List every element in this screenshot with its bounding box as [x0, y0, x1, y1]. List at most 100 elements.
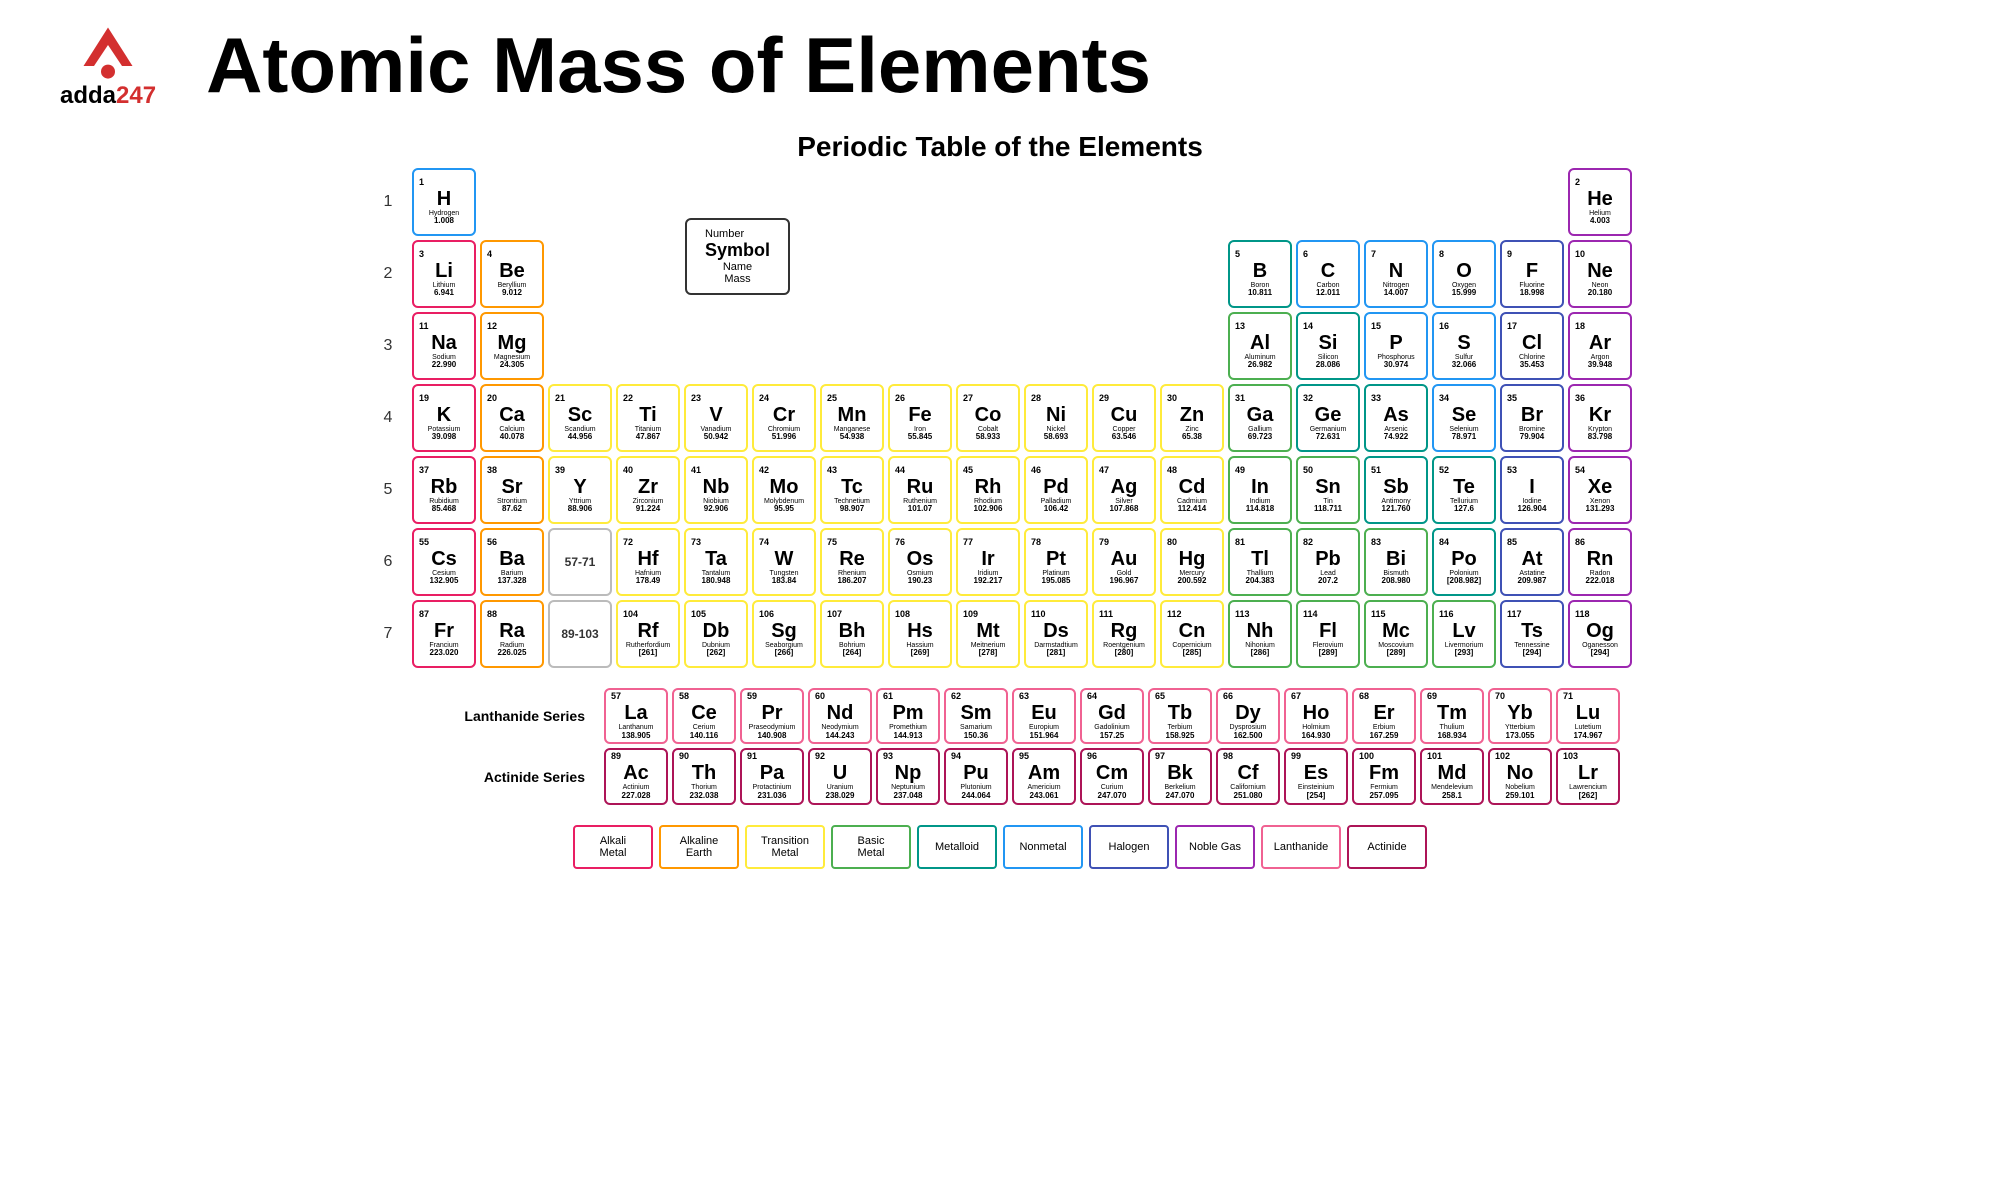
element-Th: 90ThThorium232.038 [672, 748, 736, 804]
element-Eu: 63EuEuropium151.964 [1012, 688, 1076, 744]
element-La: 57LaLanthanum138.905 [604, 688, 668, 744]
element-Fl: 114FlFlerovium[289] [1296, 600, 1360, 668]
element-Se: 34SeSelenium78.971 [1432, 384, 1496, 452]
legend-alkaline: Alkaline Earth [659, 825, 739, 869]
element-Lu: 71LuLutetium174.967 [1556, 688, 1620, 744]
element-Pb: 82PbLead207.2 [1296, 528, 1360, 596]
period-label-6: 6 [368, 528, 408, 596]
legend-transition: Transition Metal [745, 825, 825, 869]
element-Mn: 25MnManganese54.938 [820, 384, 884, 452]
element-Bk: 97BkBerkelium247.070 [1148, 748, 1212, 804]
element-O: 8OOxygen15.999 [1432, 240, 1496, 308]
element-Zn: 30ZnZinc65.38 [1160, 384, 1224, 452]
actinide-label: Actinide Series [380, 769, 600, 785]
element-Cf: 98CfCalifornium251.080 [1216, 748, 1280, 804]
element-No: 102NoNobelium259.101 [1488, 748, 1552, 804]
legend-metalloid: Metalloid [917, 825, 997, 869]
element-Li: 3LiLithium6.941 [412, 240, 476, 308]
legend-nonmetal: Nonmetal [1003, 825, 1083, 869]
element-B: 5BBoron10.811 [1228, 240, 1292, 308]
element-Sb: 51SbAntimony121.760 [1364, 456, 1428, 524]
element-Ca: 20CaCalcium40.078 [480, 384, 544, 452]
period-label-1: 1 [368, 168, 408, 236]
element-Ce: 58CeCerium140.116 [672, 688, 736, 744]
element-Sc: 21ScScandium44.956 [548, 384, 612, 452]
element-K: 19KPotassium39.098 [412, 384, 476, 452]
element-Fe: 26FeIron55.845 [888, 384, 952, 452]
element-Ga: 31GaGallium69.723 [1228, 384, 1292, 452]
element-Mt: 109MtMeitnerium[278] [956, 600, 1020, 668]
element-Ir: 77IrIridium192.217 [956, 528, 1020, 596]
element-Tb: 65TbTerbium158.925 [1148, 688, 1212, 744]
element-Hs: 108HsHassium[269] [888, 600, 952, 668]
periodic-table: Periodic Table of the Elements Number Sy… [0, 131, 2000, 869]
element-Y: 39YYttrium88.906 [548, 456, 612, 524]
category-legend: Alkali MetalAlkaline EarthTransition Met… [130, 825, 1870, 869]
element-Ac: 89AcActinium227.028 [604, 748, 668, 804]
element-Sg: 106SgSeaborgium[266] [752, 600, 816, 668]
element-In: 49InIndium114.818 [1228, 456, 1292, 524]
element-Ge: 32GeGermanium72.631 [1296, 384, 1360, 452]
element-At: 85AtAstatine209.987 [1500, 528, 1564, 596]
element-Rn: 86RnRadon222.018 [1568, 528, 1632, 596]
element-Re: 75ReRhenium186.207 [820, 528, 884, 596]
element-Es: 99EsEinsteinium[254] [1284, 748, 1348, 804]
element-Co: 27CoCobalt58.933 [956, 384, 1020, 452]
element-Nb: 41NbNiobium92.906 [684, 456, 748, 524]
element-Xe: 54XeXenon131.293 [1568, 456, 1632, 524]
element-grid: Number Symbol Name Mass 11HHydrogen1.008… [130, 168, 1870, 668]
legend-halogen: Halogen [1089, 825, 1169, 869]
legend-lanthanide: Lanthanide [1261, 825, 1341, 869]
logo-icon [73, 22, 143, 82]
logo: adda247 [60, 22, 156, 110]
element-Pt: 78PtPlatinum195.085 [1024, 528, 1088, 596]
element-Te: 52TeTellurium127.6 [1432, 456, 1496, 524]
element-Bh: 107BhBohrium[264] [820, 600, 884, 668]
legend-noble: Noble Gas [1175, 825, 1255, 869]
element-Tc: 43TcTechnetium98.907 [820, 456, 884, 524]
element-H: 1HHydrogen1.008 [412, 168, 476, 236]
element-Ar: 18ArArgon39.948 [1568, 312, 1632, 380]
lanthanide-placeholder: 57-71 [548, 528, 612, 596]
element-I: 53IIodine126.904 [1500, 456, 1564, 524]
element-Pd: 46PdPalladium106.42 [1024, 456, 1088, 524]
element-Zr: 40ZrZirconium91.224 [616, 456, 680, 524]
element-Mo: 42MoMolybdenum95.95 [752, 456, 816, 524]
legend-alkali: Alkali Metal [573, 825, 653, 869]
element-S: 16SSulfur32.066 [1432, 312, 1496, 380]
header: adda247 Atomic Mass of Elements [0, 0, 2000, 121]
element-Sn: 50SnTin118.711 [1296, 456, 1360, 524]
element-Ta: 73TaTantalum180.948 [684, 528, 748, 596]
element-Ra: 88RaRadium226.025 [480, 600, 544, 668]
period-label-7: 7 [368, 600, 408, 668]
element-Al: 13AlAluminum26.982 [1228, 312, 1292, 380]
element-Gd: 64GdGadolinium157.25 [1080, 688, 1144, 744]
element-Rf: 104RfRutherfordium[261] [616, 600, 680, 668]
element-Np: 93NpNeptunium237.048 [876, 748, 940, 804]
series-block: Lanthanide Series 57LaLanthanum138.90558… [130, 688, 1870, 805]
element-Si: 14SiSilicon28.086 [1296, 312, 1360, 380]
element-Fr: 87FrFrancium223.020 [412, 600, 476, 668]
element-Cr: 24CrChromium51.996 [752, 384, 816, 452]
element-Hf: 72HfHafnium178.49 [616, 528, 680, 596]
element-Tl: 81TlThallium204.383 [1228, 528, 1292, 596]
element-Ts: 117TsTennessine[294] [1500, 600, 1564, 668]
element-Be: 4BeBeryllium9.012 [480, 240, 544, 308]
element-Po: 84PoPolonium[208.982] [1432, 528, 1496, 596]
element-Ne: 10NeNeon20.180 [1568, 240, 1632, 308]
element-Nh: 113NhNihonium[286] [1228, 600, 1292, 668]
element-V: 23VVanadium50.942 [684, 384, 748, 452]
page-title: Atomic Mass of Elements [206, 20, 1151, 111]
element-Ni: 28NiNickel58.693 [1024, 384, 1088, 452]
element-Bi: 83BiBismuth208.980 [1364, 528, 1428, 596]
element-Tm: 69TmThulium168.934 [1420, 688, 1484, 744]
period-label-5: 5 [368, 456, 408, 524]
element-Cn: 112CnCopernicium[285] [1160, 600, 1224, 668]
element-W: 74WTungsten183.84 [752, 528, 816, 596]
actinide-placeholder: 89-103 [548, 600, 612, 668]
element-Pa: 91PaProtactinium231.036 [740, 748, 804, 804]
element-Au: 79AuGold196.967 [1092, 528, 1156, 596]
element-Cl: 17ClChlorine35.453 [1500, 312, 1564, 380]
element-Pr: 59PrPraseodymium140.908 [740, 688, 804, 744]
key-legend: Number Symbol Name Mass [685, 218, 790, 295]
